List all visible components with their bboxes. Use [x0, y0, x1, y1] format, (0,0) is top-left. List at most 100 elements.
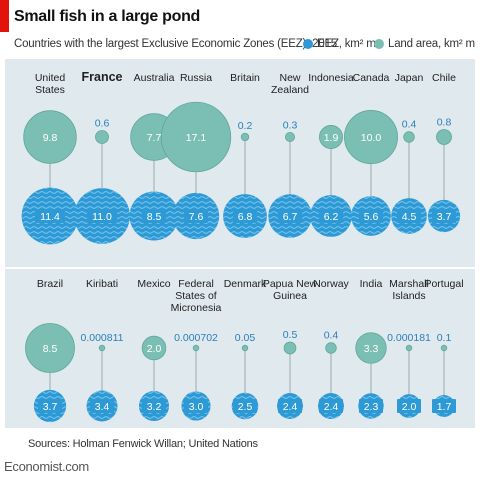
land-bubble-japan [403, 131, 415, 143]
land-bubble-kiribati [98, 344, 106, 352]
country-name-russia: Russia [180, 72, 212, 84]
legend-eez: EEZ, km² m [303, 38, 376, 50]
land-bubble-denmark [241, 344, 249, 352]
country-name-portugal: Portugal [424, 278, 463, 290]
eez-label-bg [184, 399, 208, 413]
country-name-new-zealand: New [279, 72, 300, 84]
land-value-papua-new-guinea: 0.5 [283, 329, 298, 341]
country-name-brazil: Brazil [37, 278, 63, 290]
eez-value-britain: 6.8 [238, 211, 253, 223]
chart-subtitle: Countries with the largest Exclusive Eco… [14, 38, 337, 50]
eez-label-bg [35, 209, 65, 223]
land-value-japan: 0.4 [402, 119, 417, 131]
land-value-france: 0.6 [95, 117, 110, 129]
country-name-papua-new-guinea: Guinea [273, 290, 307, 302]
eez-label-bg [278, 209, 302, 223]
eez-value-indonesia: 6.2 [324, 211, 339, 223]
legend-land-label: Land area, km² m [388, 38, 475, 50]
country-name-federal-states-of-micronesia: States of [175, 290, 217, 302]
eez-label-bg [397, 399, 421, 413]
eez-label-bg [397, 209, 421, 223]
country-name-chile: Chile [432, 72, 456, 84]
land-bubble-marshall-islands [405, 344, 413, 352]
land-value-united-states: 9.8 [43, 132, 58, 144]
legend-land: Land area, km² m [374, 38, 475, 50]
source-note: Sources: Holman Fenwick Willan; United N… [28, 438, 258, 450]
land-value-india: 3.3 [364, 343, 379, 355]
land-bubble-russia [160, 101, 232, 173]
land-value-australia: 7.7 [147, 132, 162, 144]
country-name-norway: Norway [313, 278, 349, 290]
land-value-canada: 10.0 [361, 132, 382, 144]
eez-value-mexico: 3.2 [147, 401, 162, 413]
country-name-marshall-islands: Marshall [389, 278, 429, 290]
eez-label-bg [87, 209, 117, 223]
eez-value-marshall-islands: 2.0 [402, 401, 417, 413]
land-bubble-britain [240, 132, 250, 142]
land-bubble-united-states [23, 110, 77, 164]
eez-value-united-states: 11.4 [40, 211, 60, 223]
land-value-denmark: 0.05 [235, 332, 256, 344]
land-bubble-indonesia [319, 125, 343, 149]
country-name-united-states: States [35, 84, 65, 96]
land-value-norway: 0.4 [324, 330, 339, 342]
eez-label-bg [233, 399, 257, 413]
country-name-denmark: Denmark [224, 278, 267, 290]
eez-value-kiribati: 3.4 [95, 401, 110, 413]
eez-label-bg [90, 399, 114, 413]
eez-value-new-zealand: 6.7 [283, 211, 298, 223]
eez-value-papua-new-guinea: 2.4 [283, 401, 298, 413]
land-bubble-france [95, 130, 109, 144]
eez-label-bg [432, 399, 456, 413]
eez-value-india: 2.3 [364, 401, 379, 413]
land-bubble-new-zealand [284, 131, 296, 143]
country-name-federal-states-of-micronesia: Micronesia [171, 302, 222, 314]
land-value-portugal: 0.1 [437, 332, 452, 344]
eez-label-bg [184, 209, 208, 223]
eez-value-chile: 3.7 [437, 211, 452, 223]
country-name-federal-states-of-micronesia: Federal [178, 278, 214, 290]
land-bubble-mexico [141, 335, 167, 361]
eez-value-norway: 2.4 [324, 401, 339, 413]
land-bubble-chile [436, 129, 452, 145]
land-bubble-canada [344, 110, 398, 164]
legend-eez-label: EEZ, km² m [317, 38, 376, 50]
country-name-france: France [82, 70, 123, 84]
eez-value-federal-states-of-micronesia: 3.0 [189, 401, 204, 413]
country-name-kiribati: Kiribati [86, 278, 118, 290]
land-bubble-portugal [440, 344, 448, 352]
legend-land-swatch [374, 39, 384, 49]
eez-label-bg [142, 209, 166, 223]
economist-logo: Economist.com [4, 459, 89, 474]
country-name-marshall-islands: Islands [392, 290, 425, 302]
land-value-federal-states-of-micronesia: 0.000702 [174, 332, 218, 344]
chart-title: Small fish in a large pond [14, 8, 201, 25]
land-value-kiribati: 0.000811 [80, 332, 123, 344]
legend-eez-swatch [303, 39, 313, 49]
land-value-indonesia: 1.9 [324, 132, 339, 144]
land-value-brazil: 8.5 [43, 343, 58, 355]
eez-label-bg [142, 399, 166, 413]
eez-label-bg [432, 209, 456, 223]
eez-label-bg [38, 399, 62, 413]
eez-label-bg [233, 209, 257, 223]
land-value-britain: 0.2 [238, 120, 253, 132]
land-bubble-papua-new-guinea [283, 341, 297, 355]
eez-value-france: 11.0 [92, 211, 112, 223]
land-bubble-norway [325, 342, 337, 354]
eez-value-canada: 5.6 [364, 211, 379, 223]
land-bubble-india [355, 332, 387, 364]
eez-label-bg [359, 209, 383, 223]
eez-value-australia: 8.5 [147, 211, 162, 223]
country-name-britain: Britain [230, 72, 260, 84]
country-name-mexico: Mexico [137, 278, 170, 290]
country-name-canada: Canada [353, 72, 390, 84]
eez-value-japan: 4.5 [402, 211, 417, 223]
land-value-mexico: 2.0 [147, 343, 162, 355]
eez-value-portugal: 1.7 [437, 401, 452, 413]
eez-value-denmark: 2.5 [238, 401, 253, 413]
land-value-marshall-islands: 0.000181 [387, 332, 431, 344]
eez-value-brazil: 3.7 [43, 401, 58, 413]
eez-label-bg [359, 399, 383, 413]
